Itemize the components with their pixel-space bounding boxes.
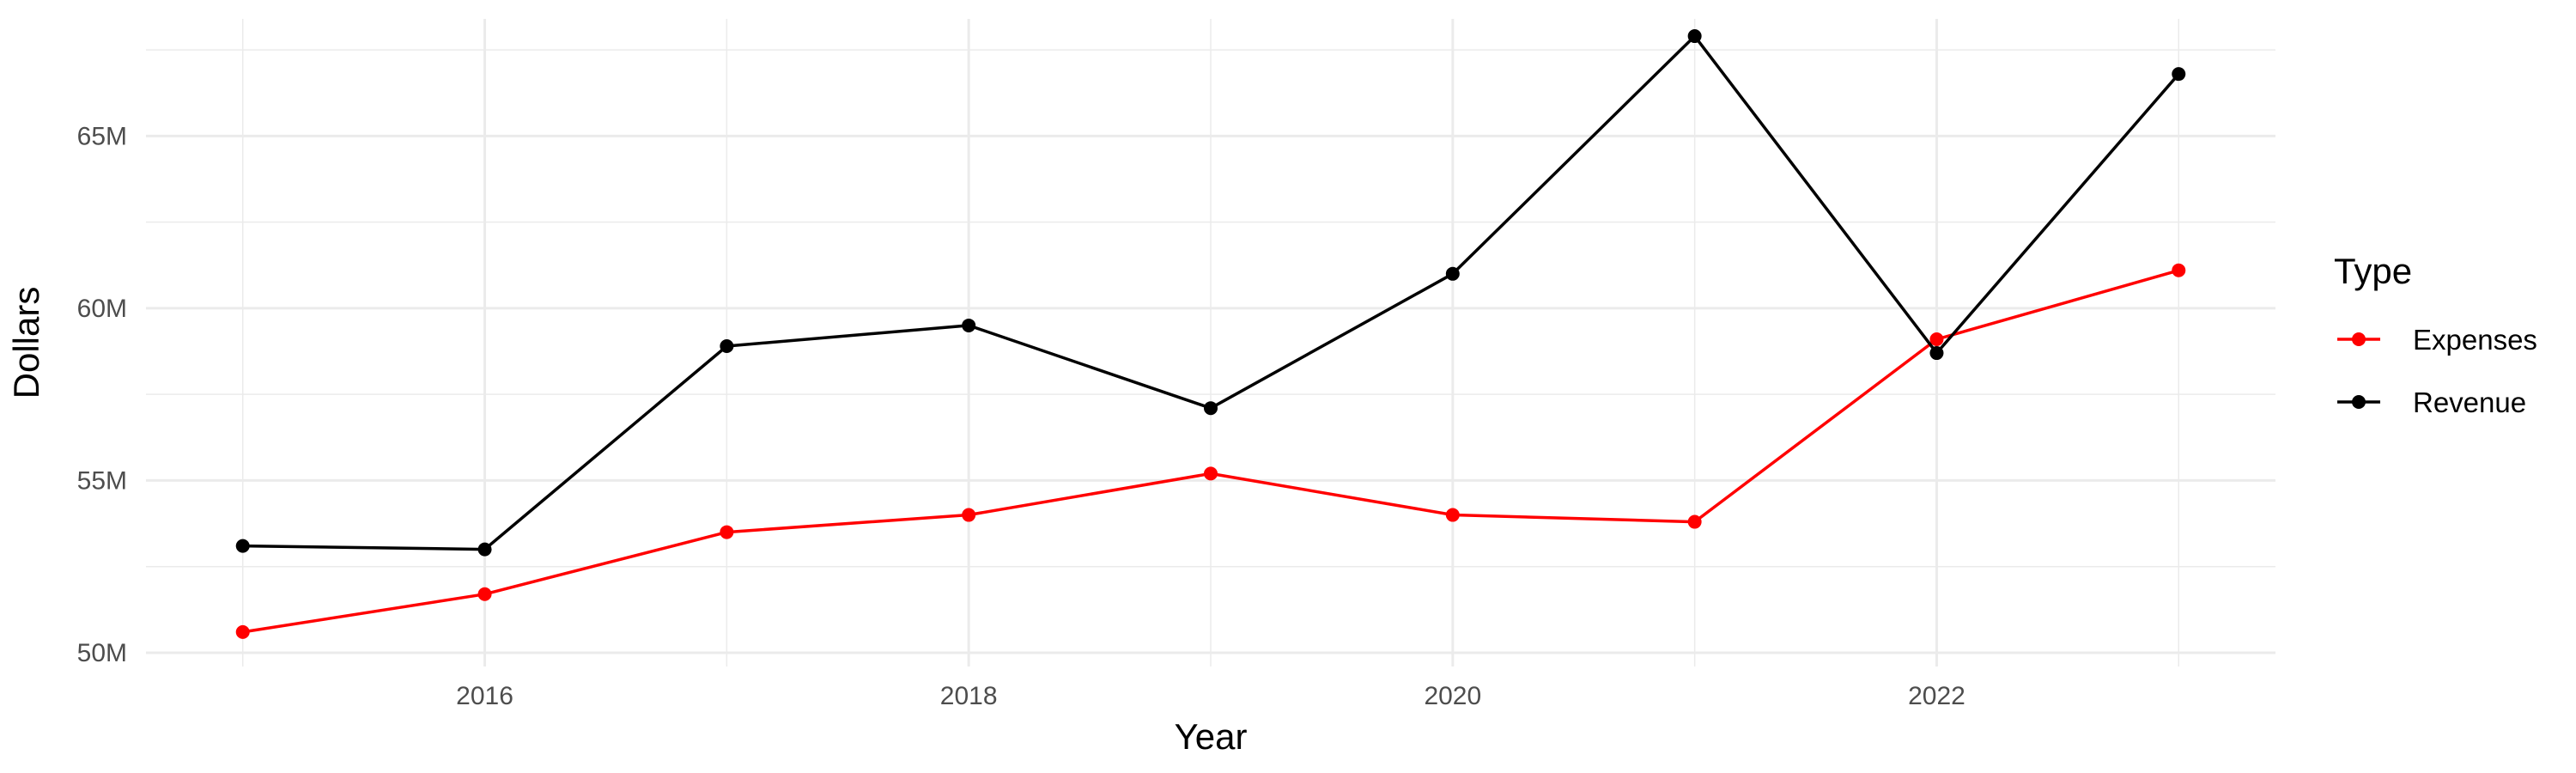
x-axis-title: Year [1175,716,1248,757]
y-tick-label: 65M [77,122,127,150]
x-tick-label: 2020 [1424,682,1481,710]
data-point-revenue [235,539,250,553]
data-point-revenue [962,318,976,332]
x-tick-label: 2018 [940,682,998,710]
x-tick-label: 2016 [456,682,513,710]
data-point-expenses [962,508,976,522]
series-lines [235,29,2186,639]
grid-lines [146,19,2275,666]
y-axis-title: Dollars [6,287,46,399]
y-tick-label: 50M [77,639,127,667]
legend: Type Expenses Revenue [2334,251,2537,418]
series-revenue [235,29,2186,557]
data-point-revenue [477,542,492,557]
data-point-revenue [720,339,734,354]
legend-label: Expenses [2413,324,2537,356]
legend-label: Revenue [2413,386,2526,418]
data-point-expenses [1687,514,1702,529]
legend-item-revenue: Revenue [2337,386,2526,418]
data-point-revenue [2172,67,2186,82]
y-axis: 50M 55M 60M 65M [77,122,127,667]
data-point-expenses [1445,508,1460,522]
y-tick-label: 55M [77,466,127,495]
legend-item-expenses: Expenses [2337,324,2537,356]
series-expenses [235,263,2186,639]
data-point-expenses [720,525,734,539]
x-axis: 2016 2018 2020 2022 [456,682,1965,710]
legend-point-swatch [2352,395,2366,409]
y-tick-label: 60M [77,295,127,323]
x-tick-label: 2022 [1908,682,1965,710]
data-point-expenses [2172,263,2186,277]
legend-items: Expenses Revenue [2337,324,2537,418]
data-point-revenue [1445,266,1460,281]
data-point-expenses [477,587,492,601]
data-point-expenses [235,624,250,639]
data-point-revenue [1687,29,1702,44]
data-point-revenue [1204,401,1218,416]
data-point-revenue [1929,346,1944,361]
legend-title: Type [2334,251,2412,291]
data-point-expenses [1204,466,1218,481]
legend-point-swatch [2352,332,2366,346]
data-point-expenses [1929,332,1944,346]
